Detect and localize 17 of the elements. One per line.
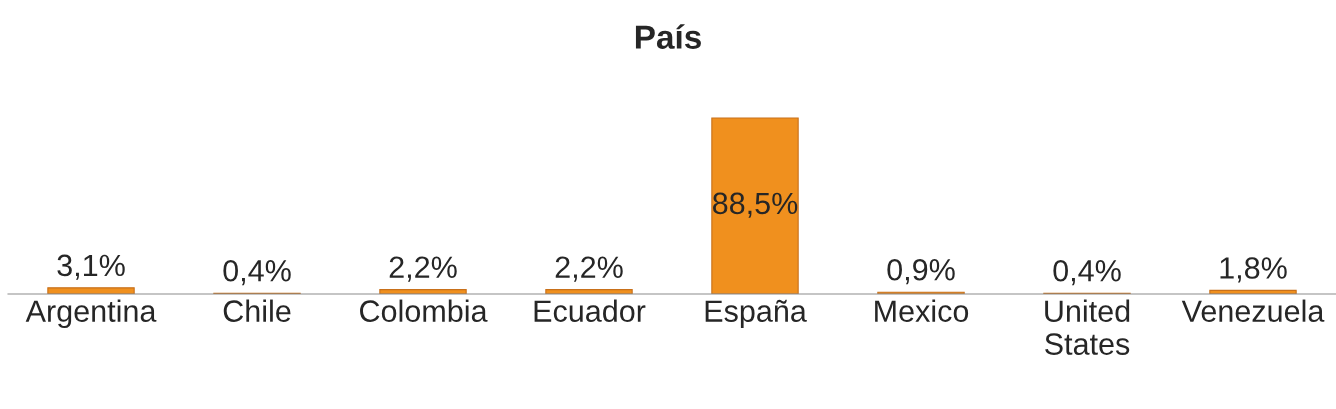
x-tick-label: Mexico: [875, 299, 969, 322]
data-label: 2,2%: [555, 256, 623, 282]
x-tick-label: Chile: [223, 299, 291, 322]
data-label: 0,4%: [1053, 259, 1121, 286]
data-label: 0,9%: [887, 258, 955, 285]
x-tick-label: España: [705, 299, 807, 329]
x-tick-label: Colombia: [360, 299, 488, 322]
x-tick-label: Venezuela: [1181, 299, 1325, 322]
data-label: 3,1%: [57, 254, 125, 280]
data-label: 1,8%: [1220, 257, 1287, 283]
chart-title: País: [635, 24, 701, 49]
x-tick-label: Ecuador: [534, 299, 646, 322]
data-label: 0,4%: [223, 259, 291, 286]
data-label: 2,2%: [389, 256, 457, 282]
data-label: 88,5%: [713, 192, 798, 218]
x-tick-label: United States: [1045, 299, 1130, 355]
x-tick-label: Argentina: [25, 299, 157, 329]
